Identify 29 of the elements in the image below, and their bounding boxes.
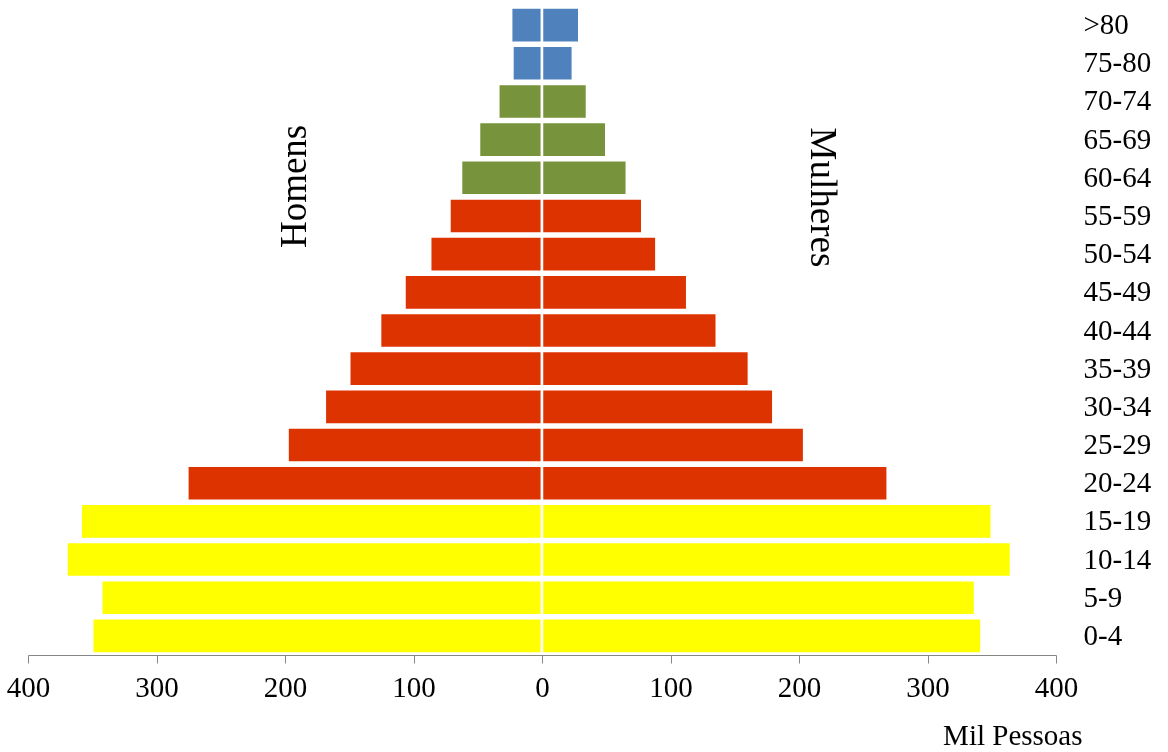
y-tick-label: 30-34	[1083, 389, 1152, 422]
y-tick-label: 5-9	[1083, 580, 1123, 613]
x-tick-label: 0	[535, 670, 550, 703]
y-tick-label: 25-29	[1083, 428, 1152, 461]
y-tick-label: 50-54	[1083, 237, 1152, 270]
y-tick-label: 55-59	[1083, 198, 1152, 231]
x-tick-label: 300	[135, 670, 179, 703]
x-tick-label: 200	[263, 670, 308, 703]
y-tick-label: 35-39	[1083, 351, 1152, 384]
text: Mulheres	[802, 127, 844, 268]
y-tick-label: 70-74	[1083, 84, 1152, 117]
y-tick-label: 45-49	[1083, 275, 1152, 308]
y-tick-label: 0-4	[1083, 618, 1123, 651]
x-tick-label: 300	[906, 670, 950, 703]
y-tick-label: >80	[1083, 8, 1129, 41]
x-axis-title: Mil Pessoas	[943, 718, 1083, 751]
y-tick-label: 15-19	[1083, 504, 1152, 537]
y-tick-label: 40-44	[1083, 313, 1152, 346]
x-tick-label: 100	[392, 670, 436, 703]
y-tick-label: 20-24	[1083, 466, 1152, 499]
text: Homens	[273, 124, 315, 249]
x-tick-label: 400	[6, 670, 51, 703]
y-tick-label: 75-80	[1083, 46, 1152, 79]
y-tick-label: 65-69	[1083, 122, 1152, 155]
x-tick-label: 100	[649, 670, 693, 703]
y-tick-label: 60-64	[1083, 160, 1152, 193]
x-tick-label: 200	[777, 670, 822, 703]
y-tick-label: 10-14	[1083, 542, 1152, 575]
x-tick-label: 400	[1034, 670, 1079, 703]
